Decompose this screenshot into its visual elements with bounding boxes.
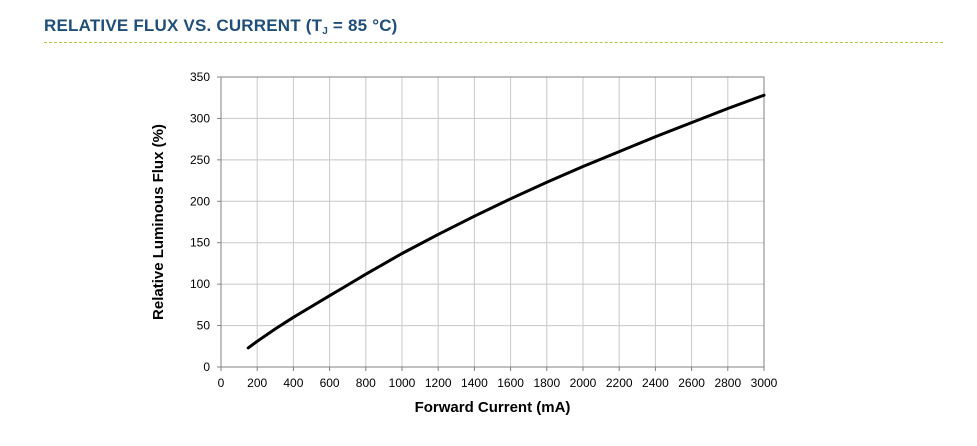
x-tick-label: 2200 — [606, 376, 633, 390]
y-tick-label: 150 — [190, 236, 210, 250]
y-tick-label: 250 — [190, 153, 210, 167]
chart-title: RELATIVE FLUX VS. CURRENT (TJ = 85 °C) — [44, 16, 398, 37]
y-tick-label: 200 — [190, 194, 210, 208]
x-tick-label: 200 — [247, 376, 267, 390]
chart-title-suffix: = 85 °C) — [328, 16, 398, 35]
y-axis-title: Relative Luminous Flux (%) — [150, 124, 167, 320]
plot-frame — [220, 76, 765, 368]
x-tick-label: 800 — [356, 376, 376, 390]
y-tick-label: 300 — [190, 111, 210, 125]
x-tick-label: 1800 — [533, 376, 560, 390]
x-tick-label: 2600 — [678, 376, 705, 390]
x-tick-label: 1200 — [425, 376, 452, 390]
x-tick-label: 1600 — [497, 376, 524, 390]
x-axis-title: Forward Current (mA) — [415, 399, 571, 416]
x-tick-label: 3000 — [751, 376, 778, 390]
series-line — [246, 93, 766, 350]
x-axis-ticks: 0 200 400 600 800 1000 1200 1400 1600 1800 2000 220… — [218, 367, 778, 390]
x-tick-label: 1000 — [389, 376, 416, 390]
chart-title-main: RELATIVE FLUX VS. CURRENT (T — [44, 16, 323, 35]
x-tick-label: 1400 — [461, 376, 488, 390]
chart-grid — [220, 76, 765, 368]
x-tick-label: 2800 — [714, 376, 741, 390]
y-tick-label: 100 — [190, 277, 210, 291]
y-tick-label: 50 — [197, 319, 211, 333]
x-tick-label: 0 — [218, 376, 225, 390]
y-tick-label: 0 — [203, 360, 210, 374]
x-tick-label: 2000 — [570, 376, 597, 390]
chart-title-subscript: J — [322, 26, 328, 37]
x-tick-label: 600 — [320, 376, 340, 390]
y-tick-label: 350 — [190, 70, 210, 84]
y-axis-ticks: 0 50 100 150 200 250 300 350 — [190, 70, 221, 374]
x-tick-label: 2400 — [642, 376, 669, 390]
x-tick-label: 400 — [283, 376, 303, 390]
title-divider — [44, 42, 943, 43]
